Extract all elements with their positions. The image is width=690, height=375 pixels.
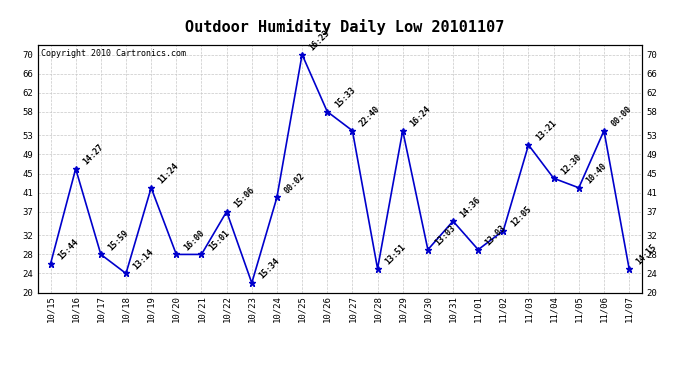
Text: 16:00: 16:00 <box>182 228 206 252</box>
Text: 13:51: 13:51 <box>383 243 407 267</box>
Text: 15:44: 15:44 <box>56 238 80 262</box>
Text: 14:15: 14:15 <box>635 243 659 267</box>
Text: 12:30: 12:30 <box>559 152 583 176</box>
Text: 12:05: 12:05 <box>509 204 533 228</box>
Text: 00:00: 00:00 <box>609 105 633 129</box>
Text: 00:02: 00:02 <box>282 171 306 195</box>
Text: 15:06: 15:06 <box>232 185 256 209</box>
Text: 13:03: 13:03 <box>484 224 508 248</box>
Text: 15:59: 15:59 <box>106 228 130 252</box>
Text: Outdoor Humidity Daily Low 20101107: Outdoor Humidity Daily Low 20101107 <box>186 19 504 35</box>
Text: 15:33: 15:33 <box>333 86 357 109</box>
Text: 15:01: 15:01 <box>207 228 231 252</box>
Text: 11:24: 11:24 <box>157 162 181 186</box>
Text: 13:03: 13:03 <box>433 224 457 248</box>
Text: 14:27: 14:27 <box>81 142 106 166</box>
Text: 13:14: 13:14 <box>132 247 155 271</box>
Text: 22:40: 22:40 <box>358 105 382 129</box>
Text: 14:36: 14:36 <box>459 195 482 219</box>
Text: Copyright 2010 Cartronics.com: Copyright 2010 Cartronics.com <box>41 49 186 58</box>
Text: 13:21: 13:21 <box>534 119 558 143</box>
Text: 16:24: 16:24 <box>408 105 433 129</box>
Text: 15:34: 15:34 <box>257 257 282 281</box>
Text: 10:40: 10:40 <box>584 162 609 186</box>
Text: 16:23: 16:23 <box>308 28 332 53</box>
